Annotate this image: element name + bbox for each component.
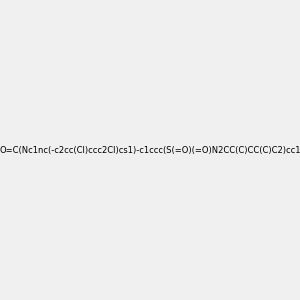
Text: O=C(Nc1nc(-c2cc(Cl)ccc2Cl)cs1)-c1ccc(S(=O)(=O)N2CC(C)CC(C)C2)cc1: O=C(Nc1nc(-c2cc(Cl)ccc2Cl)cs1)-c1ccc(S(=… — [0, 146, 300, 154]
